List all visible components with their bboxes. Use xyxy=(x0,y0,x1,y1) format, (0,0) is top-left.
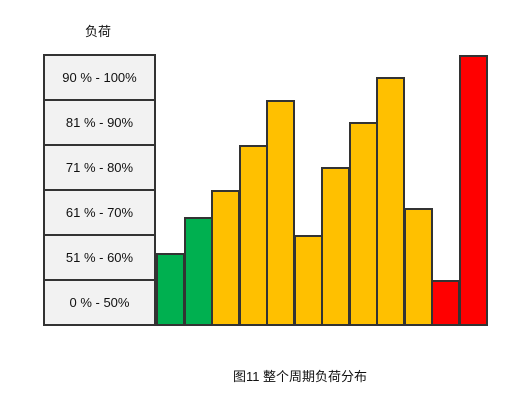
level-box-90-100: 90 % - 100% xyxy=(43,54,156,101)
level-box-51-60: 51 % - 60% xyxy=(43,234,156,281)
load-bar xyxy=(349,122,378,326)
axis-title: 负荷 xyxy=(84,24,111,39)
load-bar xyxy=(376,77,405,326)
load-bar xyxy=(459,55,488,326)
load-bar xyxy=(431,280,460,326)
level-box-0-50: 0 % - 50% xyxy=(43,279,156,326)
load-bar xyxy=(211,190,240,326)
level-box-71-80: 71 % - 80% xyxy=(43,144,156,191)
level-box-81-90: 81 % - 90% xyxy=(43,99,156,146)
load-bar xyxy=(294,235,323,326)
load-bar xyxy=(156,253,185,326)
load-bar xyxy=(184,217,213,326)
level-box-61-70: 61 % - 70% xyxy=(43,189,156,236)
load-bar xyxy=(321,167,350,326)
load-bar xyxy=(239,145,268,326)
figure-caption: 图11 整个周期负荷分布 xyxy=(232,369,368,384)
load-bar xyxy=(404,208,433,326)
load-bar xyxy=(266,100,295,326)
